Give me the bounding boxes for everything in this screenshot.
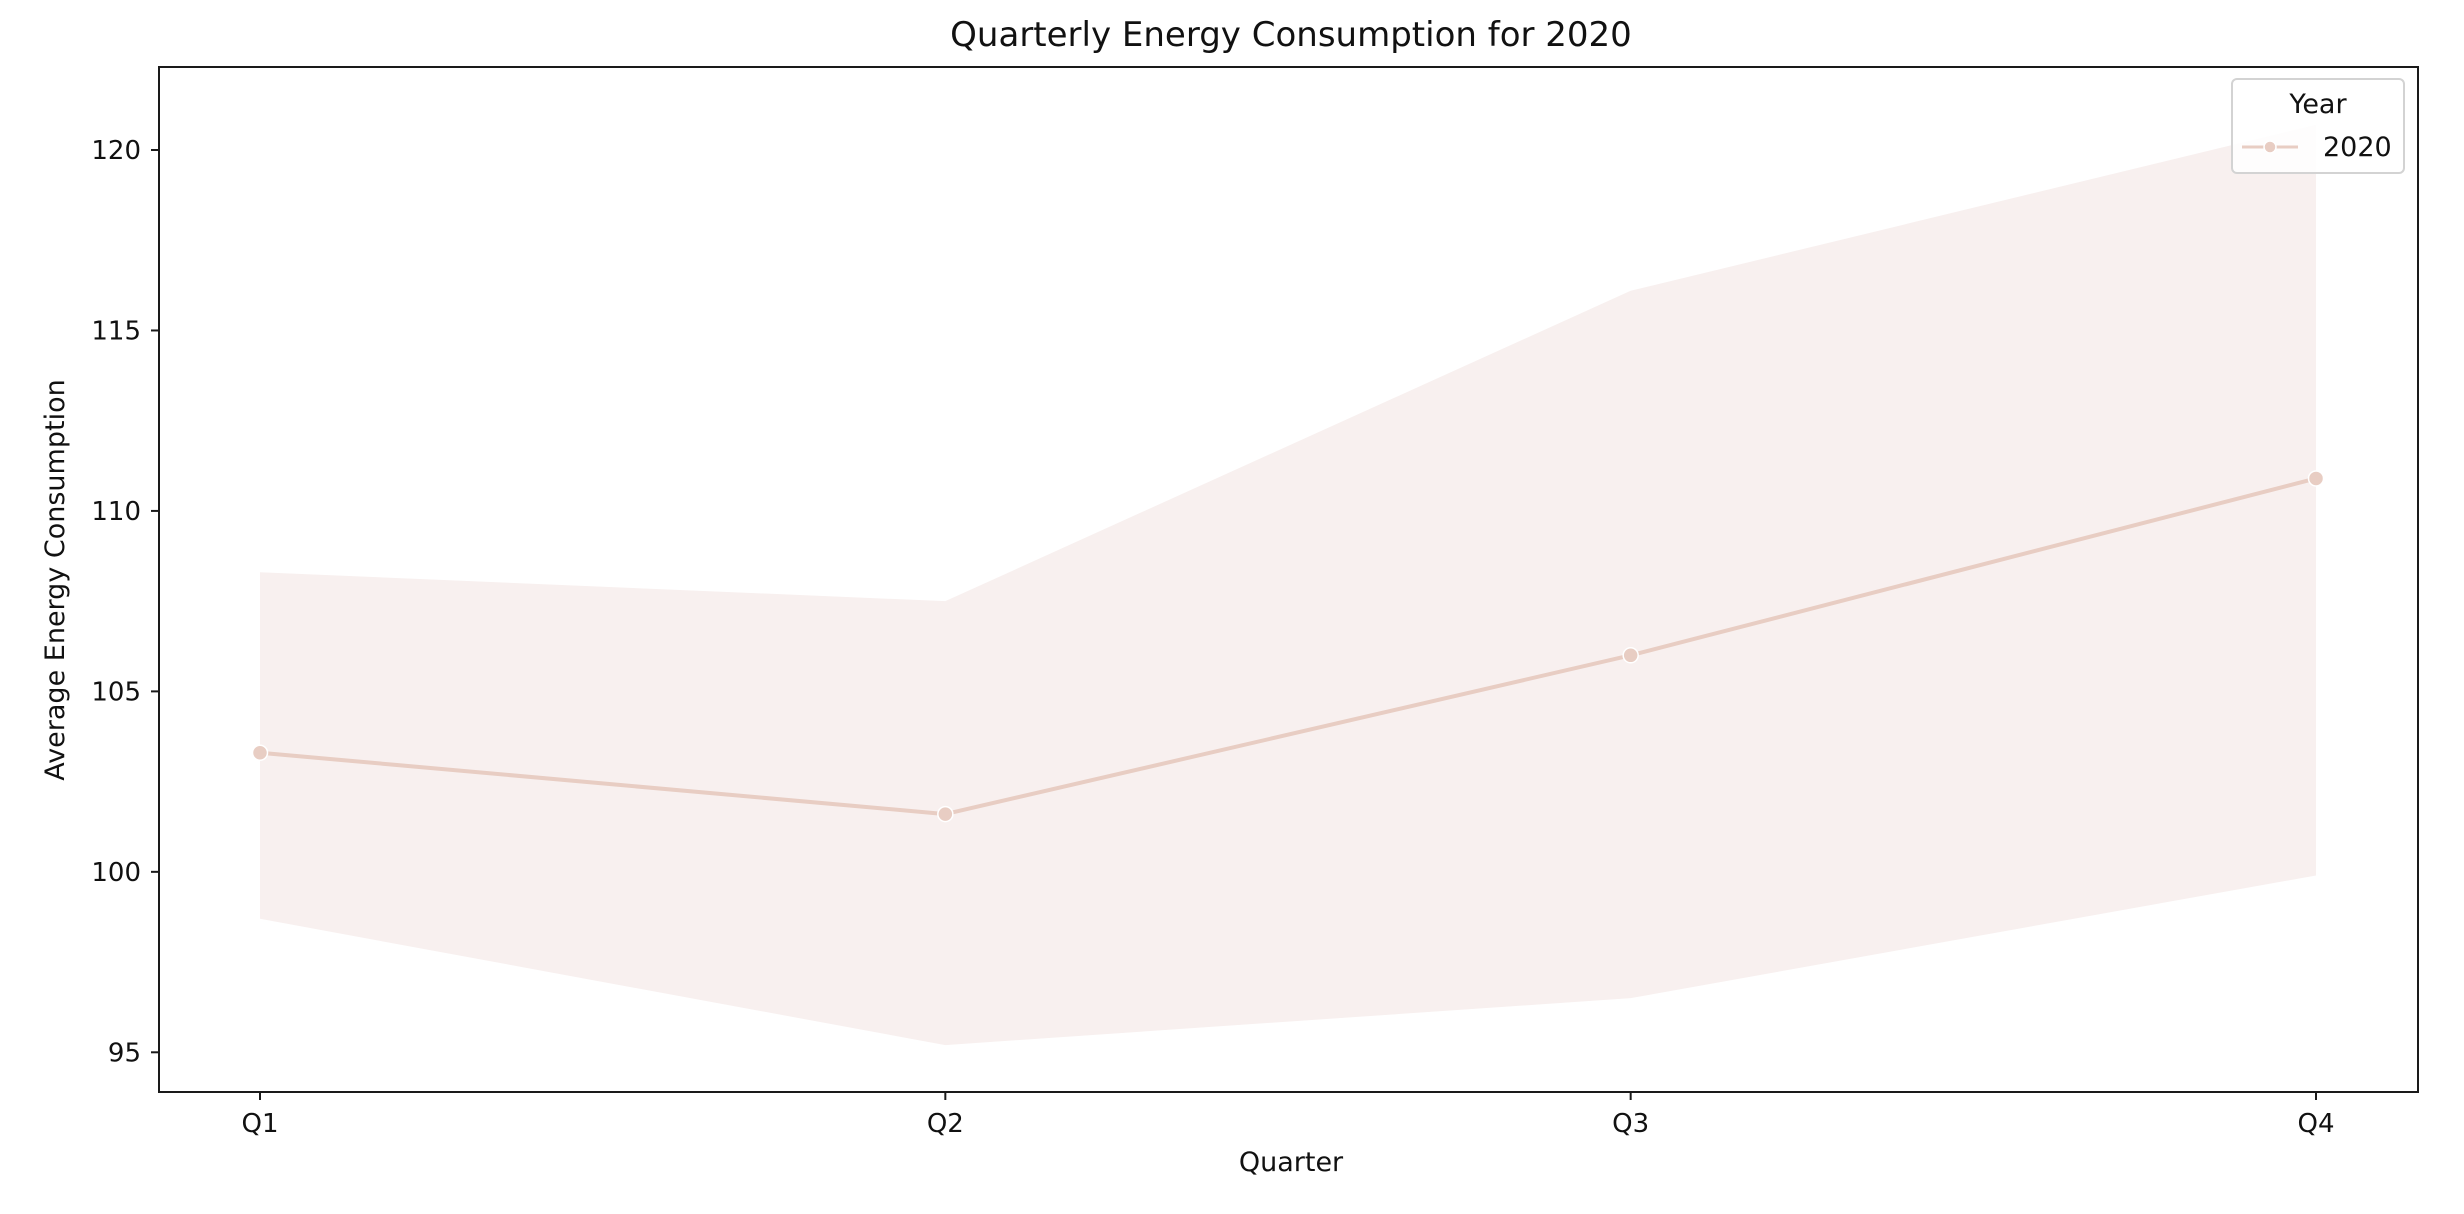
data-point-q1 [251, 744, 269, 761]
plot-area [251, 124, 2325, 1046]
x-tick-label-q2: Q2 [927, 1109, 964, 1139]
legend-title: Year [2288, 89, 2347, 120]
y-tick-label-95: 95 [108, 1038, 141, 1068]
y-axis-title: Average Energy Consumption [40, 379, 71, 780]
x-tick-label-q1: Q1 [241, 1109, 278, 1139]
legend: Year 2020 [2231, 78, 2405, 174]
plot-frame [158, 66, 2419, 1093]
y-tick-label-105: 105 [91, 677, 141, 707]
data-point-q4 [2307, 470, 2325, 487]
data-point-q2 [937, 805, 954, 823]
y-tick-label-110: 110 [91, 497, 141, 527]
x-tick-label-q3: Q3 [1612, 1109, 1649, 1139]
data-point-q3 [1622, 647, 1639, 664]
y-tick-label-115: 115 [91, 316, 141, 346]
legend-series-label: 2020 [2323, 132, 2392, 163]
y-axis: 95 100 105 110 115 120 [91, 136, 159, 1068]
series-0-line [259, 476, 2317, 817]
series-0-confidence-band [260, 124, 2316, 1046]
x-axis: Q1 Q2 Q3 Q4 [241, 1092, 2335, 1139]
chart-title: Quarterly Energy Consumption for 2020 [950, 15, 1632, 55]
legend-series-marker [2263, 140, 2277, 154]
x-axis-title: Quarter [1239, 1147, 1344, 1178]
y-tick-label-120: 120 [91, 136, 141, 166]
x-tick-label-q4: Q4 [2297, 1109, 2334, 1139]
y-tick-label-100: 100 [91, 858, 141, 888]
